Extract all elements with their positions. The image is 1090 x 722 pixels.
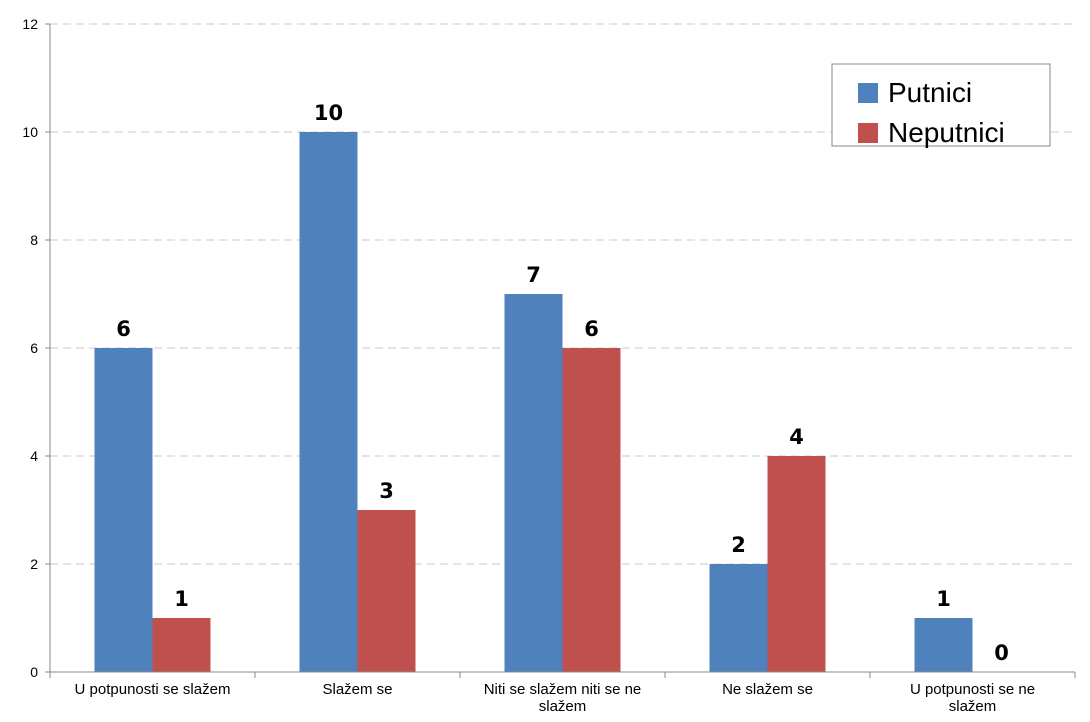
data-label: 7 (526, 263, 541, 287)
bar-putnici (914, 618, 973, 672)
data-label: 6 (116, 317, 131, 341)
y-tick-label: 10 (22, 124, 38, 140)
y-tick-label: 6 (30, 340, 38, 356)
x-category-label: Niti se slažem niti se ne (484, 681, 642, 698)
x-axis-categories: U potpunosti se slažem Slažem se Niti se s… (75, 681, 1036, 715)
bars (94, 132, 973, 672)
data-label: 10 (314, 101, 343, 125)
y-tick-label: 0 (30, 664, 38, 680)
bar-neputnici (152, 618, 211, 672)
data-label: 0 (994, 641, 1009, 665)
data-label: 3 (379, 479, 394, 503)
data-label: 1 (936, 587, 951, 611)
data-labels: 6 10 7 2 1 1 3 6 4 0 (116, 101, 1009, 665)
bar-putnici (504, 294, 563, 672)
legend: Putnici Neputnici (831, 63, 1051, 148)
x-category-label: Ne slažem se (722, 681, 813, 698)
data-label: 4 (789, 425, 804, 449)
x-category-label: slažem (949, 698, 997, 715)
x-category-label: U potpunosti se ne (910, 681, 1035, 698)
bar-putnici (94, 348, 153, 672)
y-axis-ticks: 0 2 4 6 8 10 12 (22, 16, 50, 680)
data-label: 2 (731, 533, 746, 557)
legend-swatch (858, 123, 878, 143)
legend-label: Putnici (888, 77, 972, 108)
bar-putnici (709, 564, 768, 672)
x-category-label: Slažem se (322, 681, 392, 698)
x-category-label: U potpunosti se slažem (75, 681, 231, 698)
bar-neputnici (562, 348, 621, 672)
y-tick-label: 4 (30, 448, 38, 464)
y-tick-label: 8 (30, 232, 38, 248)
y-tick-label: 12 (22, 16, 38, 32)
legend-label: Neputnici (888, 117, 1005, 148)
legend-swatch (858, 83, 878, 103)
data-label: 6 (584, 317, 599, 341)
x-category-label: slažem (539, 698, 587, 715)
bar-putnici (299, 132, 358, 672)
bar-neputnici (357, 510, 416, 672)
bar-neputnici (767, 456, 826, 672)
data-label: 1 (174, 587, 189, 611)
y-tick-label: 2 (30, 556, 38, 572)
